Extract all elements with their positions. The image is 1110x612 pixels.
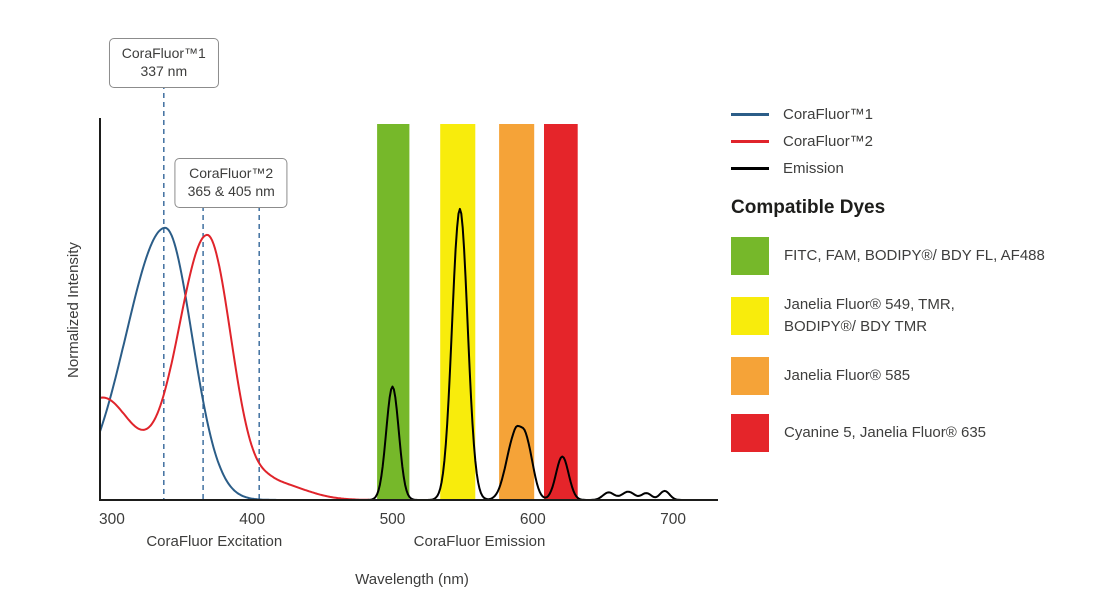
x-tick-label-600: 600 <box>520 511 546 528</box>
x-axis-title: Wavelength (nm) <box>355 571 469 588</box>
dye-label-orange: Janelia Fluor® 585 <box>784 366 911 384</box>
dye-label-red: Cyanine 5, Janelia Fluor® 635 <box>784 423 987 441</box>
legend-label-corafluor1: CoraFluor™1 <box>783 106 874 123</box>
legend-label-emission: Emission <box>783 160 844 177</box>
dye-item-yellow: Janelia Fluor® 549, TMR, BODIPY®/ BDY TM… <box>731 294 1103 338</box>
legend-item-corafluor2: CoraFluor™2 <box>731 133 1103 150</box>
callout-corafluor2-title: CoraFluor™2 <box>189 165 274 181</box>
dye-item-orange: Janelia Fluor® 585 <box>731 356 1103 395</box>
legend-line-corafluor2 <box>731 140 769 143</box>
filter-band-3 <box>544 124 578 499</box>
dye-swatch-red <box>731 413 769 452</box>
filter-band-2 <box>499 124 535 499</box>
legend-panel: CoraFluor™1 CoraFluor™2 Emission Compati… <box>731 106 1103 471</box>
callout-corafluor2: CoraFluor™2 365 & 405 nm <box>174 158 288 208</box>
dye-item-green: FITC, FAM, BODIPY®/ BDY FL, AF488 <box>731 237 1103 275</box>
curve-excitation-corafluor1 <box>99 226 297 501</box>
axis-section-label-1: CoraFluor Emission <box>414 533 546 550</box>
dye-swatch-green <box>731 237 769 275</box>
x-tick-label-700: 700 <box>660 511 686 528</box>
dye-label-yellow: Janelia Fluor® 549, TMR, BODIPY®/ BDY TM… <box>784 296 955 335</box>
dye-swatch-yellow <box>731 296 769 335</box>
dye-label-green: FITC, FAM, BODIPY®/ BDY FL, AF488 <box>784 247 1045 265</box>
compatible-dyes-heading: Compatible Dyes <box>731 197 886 218</box>
curve-excitation-corafluor2 <box>99 233 371 501</box>
x-tick-label-400: 400 <box>239 511 265 528</box>
spectra-chart: 300 400 500 600 700 CoraFluor Excitation CoraF… <box>65 84 718 588</box>
x-tick-label-500: 500 <box>380 511 406 528</box>
y-axis-title: Normalized Intensity <box>65 242 82 378</box>
curve-emission-emission <box>322 207 690 501</box>
legend-item-corafluor1: CoraFluor™1 <box>731 106 1103 123</box>
callout-corafluor1-title: CoraFluor™1 <box>121 45 206 61</box>
dye-item-red: Cyanine 5, Janelia Fluor® 635 <box>731 413 1103 452</box>
dye-swatch-orange <box>731 356 769 395</box>
filter-band-0 <box>377 124 410 499</box>
callout-corafluor1: CoraFluor™1 337 nm <box>108 38 219 88</box>
legend-line-emission <box>731 167 769 170</box>
callout-corafluor2-value: 365 & 405 nm <box>187 183 275 200</box>
legend-label-corafluor2: CoraFluor™2 <box>783 133 874 150</box>
callout-corafluor1-value: 337 nm <box>140 63 188 80</box>
legend-line-corafluor1 <box>731 113 769 116</box>
legend-item-emission: Emission <box>731 160 1103 177</box>
axis-section-label-0: CoraFluor Excitation <box>146 533 282 550</box>
x-tick-label-300: 300 <box>99 511 125 528</box>
